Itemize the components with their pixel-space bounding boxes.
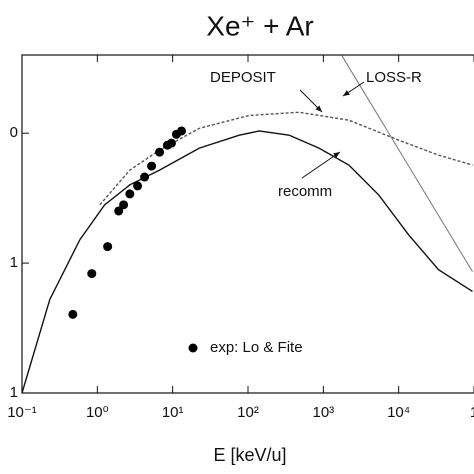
- data-point: [125, 189, 135, 199]
- data-point: [68, 309, 78, 319]
- x-tick-label: 10³: [312, 404, 334, 421]
- label-pointer: [301, 151, 341, 179]
- arrow-head: [343, 90, 350, 96]
- y-tick-label: 0: [10, 124, 18, 141]
- data-point: [147, 161, 157, 171]
- chart-title: Xe⁺ + Ar: [206, 10, 313, 41]
- arrow-head: [333, 152, 340, 158]
- plot-frame: [21, 54, 474, 394]
- x-tick-label: 10⁴: [387, 404, 410, 421]
- x-tick-label: 10⁻¹: [7, 404, 37, 421]
- data-point: [87, 269, 97, 279]
- data-point: [177, 126, 187, 136]
- data-point: [140, 172, 150, 182]
- x-tick-label: 10⁰: [86, 404, 109, 421]
- data-point: [114, 206, 124, 216]
- data-point: [133, 181, 143, 191]
- data-point: [155, 147, 165, 157]
- curve-label: DEPOSIT: [210, 69, 276, 86]
- x-tick-label: 1: [470, 404, 474, 421]
- y-tick-label: 1: [10, 254, 18, 271]
- data-point: [166, 138, 176, 148]
- y-tick-label: 1: [10, 384, 18, 401]
- curve-label: LOSS-R: [366, 69, 422, 86]
- x-axis-label: E [keV/u]: [213, 445, 286, 465]
- series-line: [21, 130, 473, 394]
- curve-label: recomm: [278, 183, 332, 200]
- data-point: [119, 200, 129, 210]
- data-point: [103, 242, 113, 252]
- x-tick-label: 10¹: [162, 404, 184, 421]
- legend-label: exp: Lo & Fite: [210, 339, 303, 356]
- arrow-head: [315, 105, 322, 112]
- x-tick-label: 10²: [237, 404, 259, 421]
- legend-marker: [188, 343, 198, 353]
- series-line: [341, 55, 473, 272]
